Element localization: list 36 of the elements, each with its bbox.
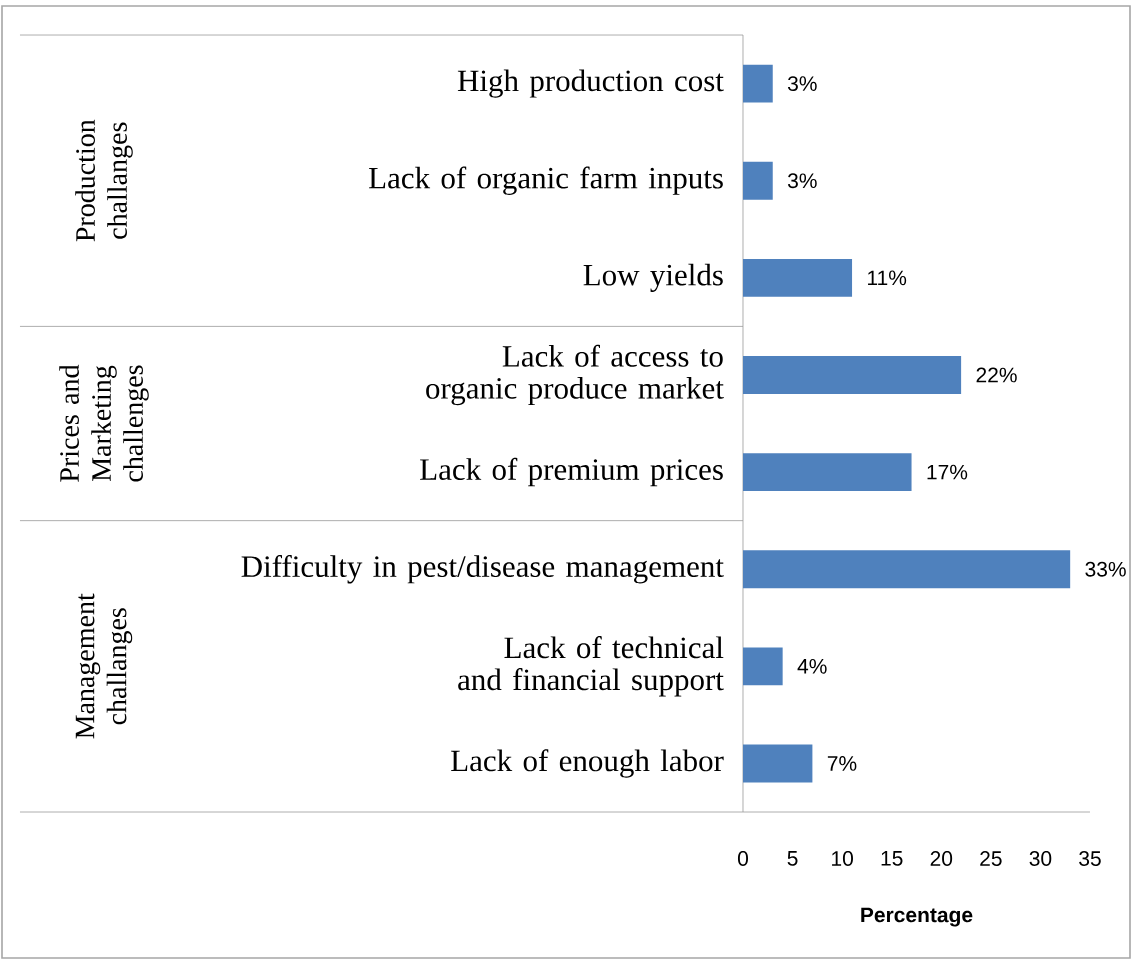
- text: Management challanges: [75, 593, 133, 739]
- text: Prices and Marketing challenges: [59, 364, 149, 482]
- x-axis-title: Percentage: [861, 907, 973, 927]
- data-label: 3%: [787, 173, 817, 189]
- bar: [743, 453, 912, 492]
- x-tick-label: 25: [980, 851, 1002, 866]
- data-label: 11%: [868, 270, 907, 286]
- y-tick-label: Lack of premium prices: [420, 457, 723, 487]
- x-tick-label: 20: [930, 851, 953, 866]
- bar: [743, 550, 1071, 589]
- bar: [743, 161, 773, 200]
- data-label: 17%: [927, 464, 968, 480]
- y-tick-label: Low yields: [583, 263, 723, 292]
- x-tick-label: 35: [1079, 851, 1101, 866]
- bar: [743, 744, 813, 783]
- bar: [743, 258, 853, 297]
- bar: [743, 647, 783, 686]
- data-label: 4%: [797, 659, 827, 674]
- data-label: 3%: [787, 76, 817, 92]
- text: Production challanges: [75, 119, 133, 242]
- data-label: 7%: [827, 756, 857, 771]
- y-tick-label: Lack of technical and financial support: [458, 636, 724, 697]
- y-tick-label: Difficulty in pest/disease management: [241, 554, 724, 584]
- y-tick-label: Lack of enough labor: [451, 749, 724, 778]
- data-label: 22%: [976, 367, 1017, 383]
- bar: [743, 64, 773, 103]
- x-tick-label: 30: [1029, 851, 1052, 866]
- x-tick-label: 0: [737, 851, 749, 866]
- y-tick-label: High production cost: [457, 69, 724, 98]
- data-label: 33%: [1085, 561, 1126, 577]
- bar: [743, 356, 962, 394]
- x-tick-label: 10: [832, 851, 853, 866]
- x-tick-label: 5: [787, 851, 798, 866]
- y-tick-label: Lack of organic farm inputs: [369, 166, 723, 195]
- y-tick-label: Lack of access to organic produce market: [426, 344, 724, 406]
- x-tick-label: 15: [881, 851, 903, 866]
